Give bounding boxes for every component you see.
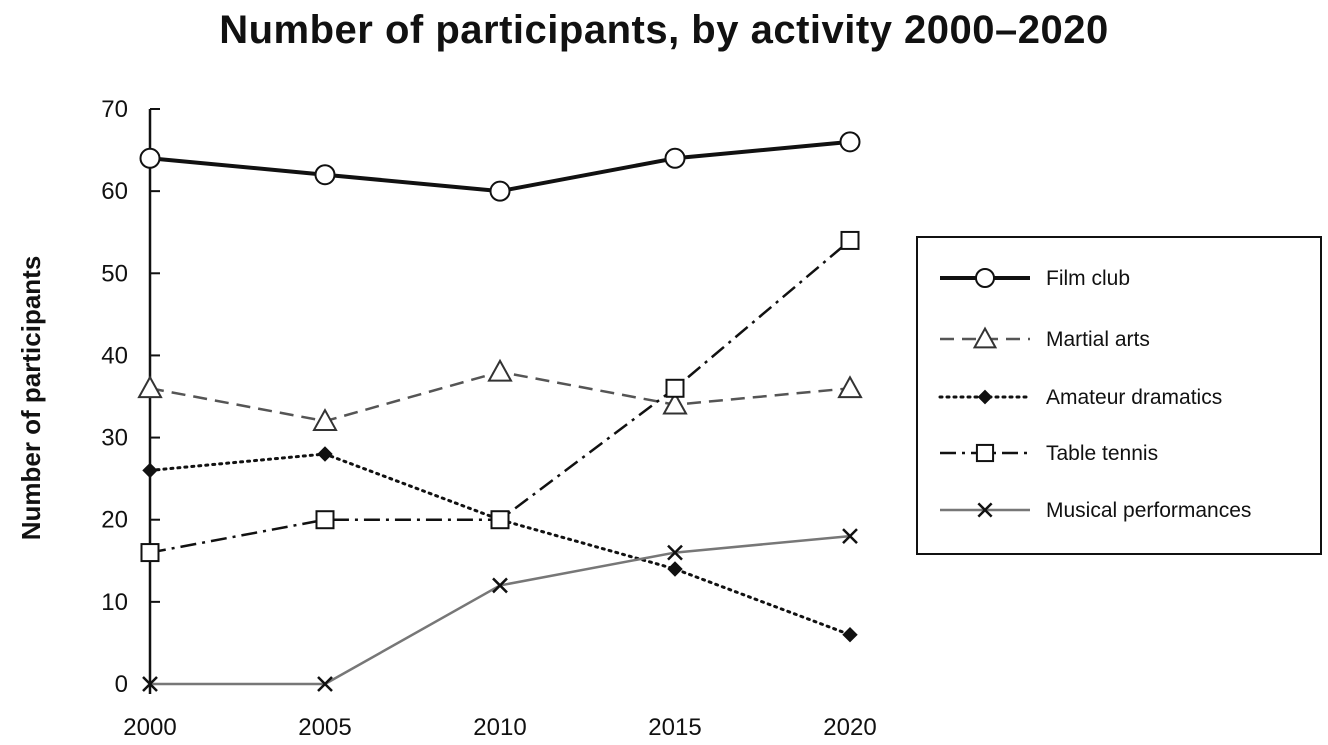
legend-marker-amateur-dramatics	[977, 389, 993, 405]
series-layer	[137, 131, 863, 692]
legend-item-film-club: Film club	[940, 267, 1130, 290]
legend-marker-musical-performances	[977, 502, 993, 518]
y-tick-label: 0	[115, 671, 128, 698]
series-martial-arts	[137, 358, 863, 431]
legend-marker-table-tennis	[975, 443, 995, 463]
x-tick-label: 2000	[123, 714, 176, 741]
data-point-musical-performances	[142, 676, 158, 692]
data-point-table-tennis	[665, 378, 685, 398]
chart-title: Number of participants, by activity 2000…	[219, 8, 1109, 52]
legend: Film club Martial arts Amateur dramatics Ta…	[916, 236, 1322, 555]
series-table-tennis	[140, 230, 860, 563]
y-axis-label: Number of participants	[16, 256, 46, 541]
series-film-club	[139, 131, 861, 202]
legend-label-martial-arts: Martial arts	[1046, 328, 1150, 351]
x-tick-label: 2015	[648, 714, 701, 741]
data-point-amateur-dramatics	[317, 446, 333, 462]
data-point-film-club	[489, 180, 511, 202]
legend-label-table-tennis: Table tennis	[1046, 442, 1158, 465]
y-tick-label: 50	[101, 260, 128, 287]
y-tick-label: 70	[101, 96, 128, 123]
legend-item-table-tennis: Table tennis	[940, 442, 1158, 465]
x-tick-label: 2010	[473, 714, 526, 741]
series-line-table-tennis	[149, 239, 851, 554]
data-point-martial-arts	[487, 358, 513, 382]
data-point-table-tennis	[140, 543, 160, 563]
data-point-martial-arts	[312, 408, 338, 431]
data-point-table-tennis	[490, 510, 510, 530]
y-tick-label: 60	[101, 178, 128, 205]
data-point-film-club	[314, 164, 336, 186]
series-line-amateur-dramatics	[148, 452, 852, 637]
data-point-martial-arts	[137, 375, 163, 399]
series-line-musical-performances	[150, 534, 851, 686]
data-point-musical-performances	[842, 528, 858, 545]
legend-marker-martial-arts	[972, 326, 998, 349]
y-tick-label: 30	[101, 425, 128, 452]
data-point-film-club	[664, 147, 686, 169]
data-point-amateur-dramatics	[842, 627, 858, 643]
data-point-film-club	[839, 131, 861, 153]
data-point-musical-performances	[492, 577, 508, 594]
data-point-musical-performances	[317, 676, 333, 692]
data-point-martial-arts	[662, 391, 688, 415]
data-point-amateur-dramatics	[142, 462, 158, 479]
y-tick-label: 20	[101, 507, 128, 534]
axes: 0 10 20 30 40 50 60 70 2000 2005 2010 2015 2020 Numbe…	[16, 96, 877, 741]
data-point-martial-arts	[837, 375, 863, 399]
legend-item-martial-arts: Martial arts	[940, 326, 1150, 351]
legend-item-amateur-dramatics: Amateur dramatics	[938, 386, 1222, 409]
legend-marker-film-club	[974, 267, 996, 289]
data-point-musical-performances	[667, 544, 683, 561]
legend-label-film-club: Film club	[1046, 267, 1130, 290]
legend-label-amateur-dramatics: Amateur dramatics	[1046, 386, 1222, 409]
data-point-amateur-dramatics	[667, 561, 683, 577]
x-tick-label: 2005	[298, 714, 351, 741]
y-tick-label: 10	[101, 589, 128, 616]
y-tick-label: 40	[101, 342, 128, 369]
x-tick-label: 2020	[823, 714, 876, 741]
legend-label-musical-performances: Musical performances	[1046, 499, 1251, 522]
data-point-film-club	[139, 147, 161, 169]
data-point-table-tennis	[315, 510, 335, 530]
legend-item-musical-performances: Musical performances	[940, 499, 1251, 522]
data-point-table-tennis	[840, 230, 860, 250]
series-musical-performances	[142, 528, 858, 692]
